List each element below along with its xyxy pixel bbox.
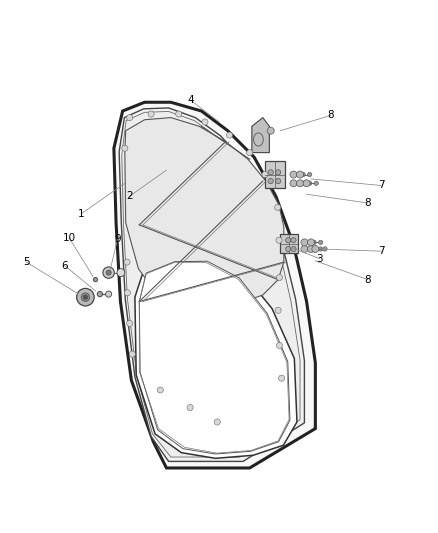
Text: 7: 7 [378, 246, 385, 256]
Circle shape [276, 237, 282, 243]
Circle shape [247, 150, 253, 156]
Circle shape [276, 342, 283, 349]
Circle shape [314, 181, 318, 185]
Polygon shape [265, 161, 285, 188]
Circle shape [307, 181, 312, 185]
Circle shape [301, 181, 305, 185]
Circle shape [303, 180, 310, 187]
Circle shape [323, 247, 327, 251]
Circle shape [129, 351, 135, 357]
Circle shape [262, 172, 268, 177]
Circle shape [291, 246, 296, 252]
Circle shape [318, 240, 323, 245]
Circle shape [124, 259, 130, 265]
Circle shape [187, 405, 193, 410]
Circle shape [307, 239, 314, 246]
Text: 8: 8 [327, 110, 334, 120]
Circle shape [127, 115, 133, 120]
Circle shape [77, 288, 94, 306]
Circle shape [214, 419, 220, 425]
Circle shape [290, 171, 297, 178]
Polygon shape [280, 233, 298, 253]
Circle shape [279, 375, 285, 381]
Circle shape [268, 169, 273, 175]
Circle shape [226, 132, 233, 138]
Text: 6: 6 [61, 261, 68, 271]
Circle shape [268, 179, 273, 184]
Circle shape [276, 274, 283, 280]
Circle shape [83, 295, 88, 300]
Circle shape [148, 111, 154, 117]
Circle shape [106, 291, 112, 297]
Polygon shape [252, 118, 269, 152]
Circle shape [276, 169, 281, 175]
Circle shape [286, 238, 291, 243]
Polygon shape [122, 111, 300, 457]
Polygon shape [119, 108, 304, 462]
Circle shape [202, 119, 208, 125]
Circle shape [93, 278, 98, 282]
Circle shape [81, 293, 90, 302]
Circle shape [312, 247, 316, 251]
Polygon shape [125, 118, 284, 308]
Circle shape [275, 204, 281, 211]
Circle shape [127, 320, 133, 327]
Circle shape [124, 290, 131, 296]
Text: 8: 8 [364, 274, 371, 285]
Text: 7: 7 [378, 181, 385, 190]
Circle shape [103, 267, 114, 278]
Circle shape [307, 246, 314, 253]
Text: 10: 10 [63, 233, 76, 243]
Circle shape [157, 387, 163, 393]
Circle shape [307, 172, 312, 177]
Polygon shape [114, 102, 315, 468]
Circle shape [301, 239, 308, 246]
Circle shape [286, 246, 291, 252]
Text: 4: 4 [187, 95, 194, 105]
Circle shape [290, 180, 297, 187]
Circle shape [301, 246, 308, 253]
Circle shape [267, 127, 274, 134]
Circle shape [318, 247, 323, 251]
Circle shape [97, 292, 102, 297]
Polygon shape [139, 261, 290, 454]
Circle shape [301, 172, 305, 177]
Text: 5: 5 [23, 257, 30, 267]
Text: 8: 8 [364, 198, 371, 208]
Circle shape [117, 269, 125, 277]
Circle shape [297, 171, 304, 178]
Circle shape [291, 238, 296, 243]
Circle shape [312, 240, 316, 245]
Circle shape [275, 307, 281, 313]
Text: 2: 2 [126, 191, 133, 201]
Circle shape [276, 179, 281, 184]
Text: 9: 9 [114, 235, 121, 244]
Circle shape [297, 180, 304, 187]
Polygon shape [135, 255, 297, 458]
Circle shape [106, 270, 111, 275]
Text: 1: 1 [78, 209, 85, 219]
Circle shape [122, 145, 128, 151]
Circle shape [312, 246, 319, 253]
Circle shape [176, 111, 182, 117]
Text: 3: 3 [316, 254, 323, 264]
